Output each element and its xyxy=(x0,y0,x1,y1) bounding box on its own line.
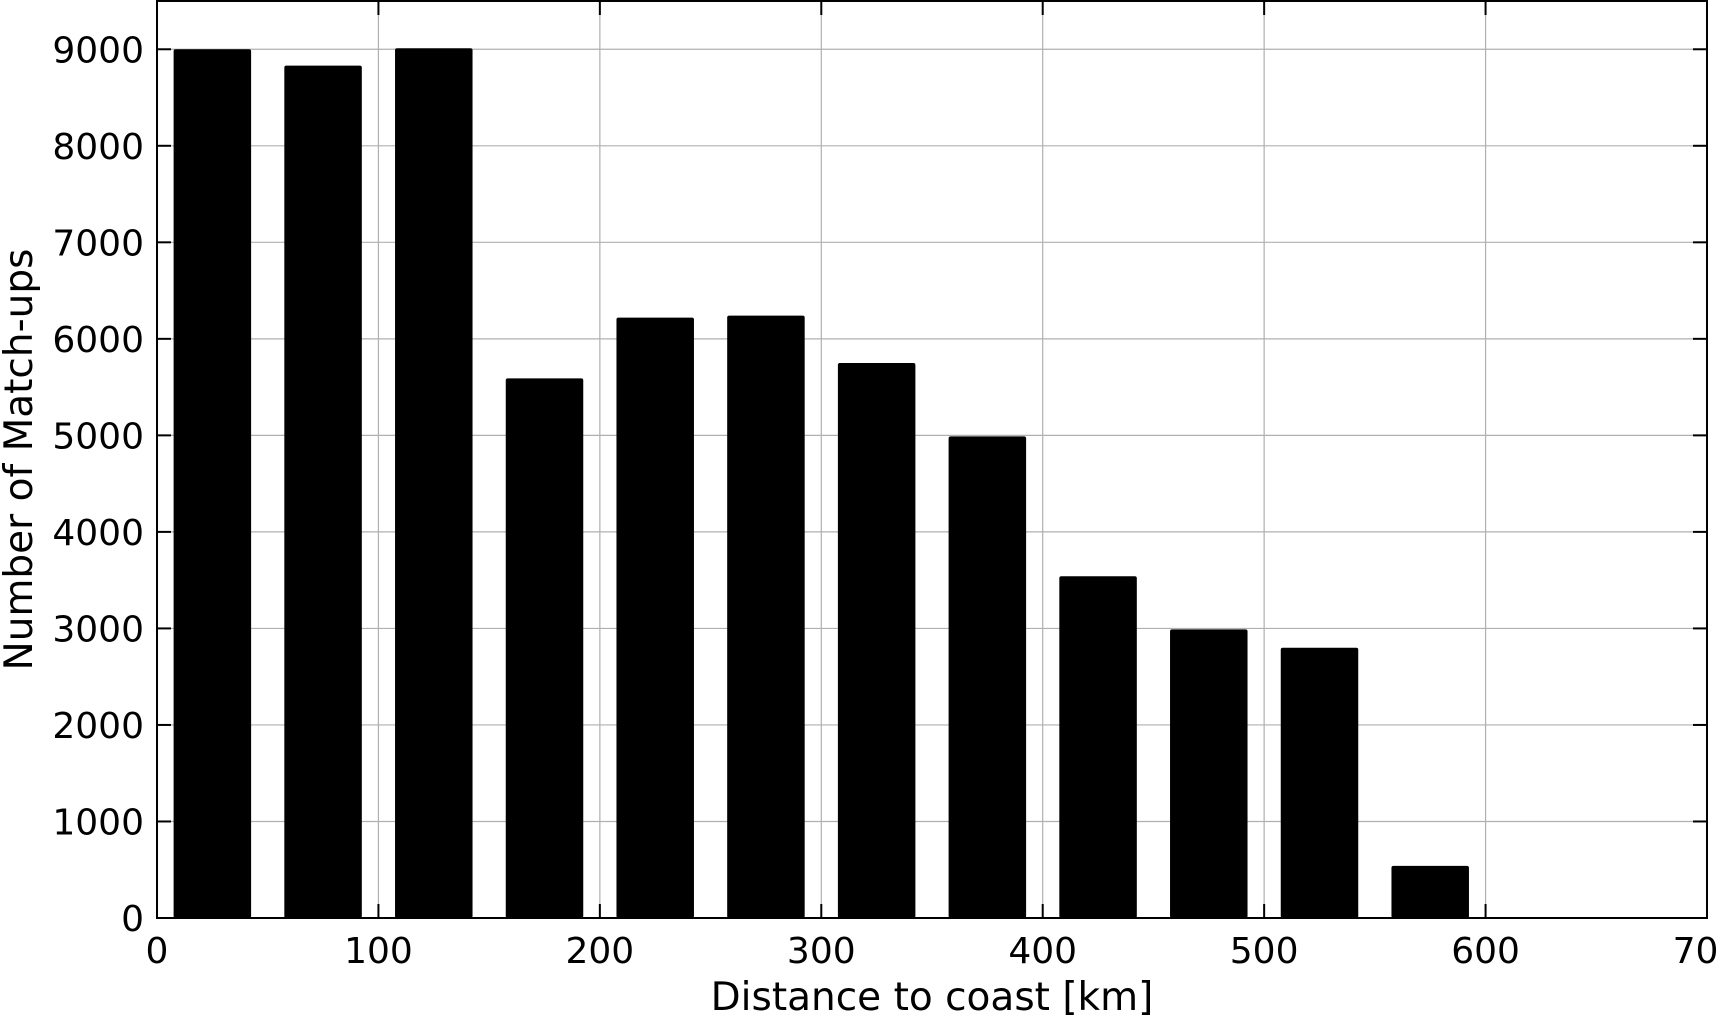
y-tick-label: 7000 xyxy=(52,223,144,264)
bar xyxy=(1280,647,1359,918)
x-tick-label: 400 xyxy=(1008,931,1077,972)
x-tick-label: 300 xyxy=(787,931,856,972)
y-tick-label: 4000 xyxy=(52,513,144,554)
x-tick-label: 600 xyxy=(1451,931,1520,972)
y-axis-title: Number of Match-ups xyxy=(0,249,42,671)
bar xyxy=(173,49,252,918)
bar xyxy=(1059,576,1137,918)
x-tick-label: 100 xyxy=(344,931,413,972)
y-tick-label: 1000 xyxy=(52,802,144,843)
y-tick-label: 6000 xyxy=(52,320,144,361)
x-tick-label: 500 xyxy=(1230,931,1299,972)
bar xyxy=(948,436,1027,918)
bar xyxy=(616,317,694,918)
y-tick-label: 5000 xyxy=(52,416,144,457)
plot-frame xyxy=(156,0,1708,919)
y-tick-label: 0 xyxy=(121,899,144,940)
bar xyxy=(1391,865,1469,918)
bar xyxy=(505,378,584,918)
tick-marks xyxy=(156,1,1708,919)
bar xyxy=(727,315,805,918)
y-tick-label: 9000 xyxy=(52,30,144,71)
x-tick-label: 200 xyxy=(565,931,634,972)
x-tick-label: 0 xyxy=(146,931,169,972)
grid-lines xyxy=(156,1,1708,919)
y-tick-labels: 0 1000 2000 3000 4000 5000 6000 7000 8000 9000 xyxy=(52,30,144,940)
bar xyxy=(284,65,362,919)
y-tick-label: 8000 xyxy=(52,127,144,168)
bar xyxy=(837,362,916,918)
y-tick-label: 3000 xyxy=(52,609,144,650)
x-axis-title: Distance to coast [km] xyxy=(711,975,1154,1020)
x-tick-labels: 0 100 200 300 400 500 600 700 xyxy=(146,931,1718,972)
bar xyxy=(395,48,473,918)
x-tick-label: 700 xyxy=(1673,931,1718,972)
y-tick-label: 2000 xyxy=(52,706,144,747)
bar xyxy=(1170,629,1248,918)
bars xyxy=(173,48,1469,919)
